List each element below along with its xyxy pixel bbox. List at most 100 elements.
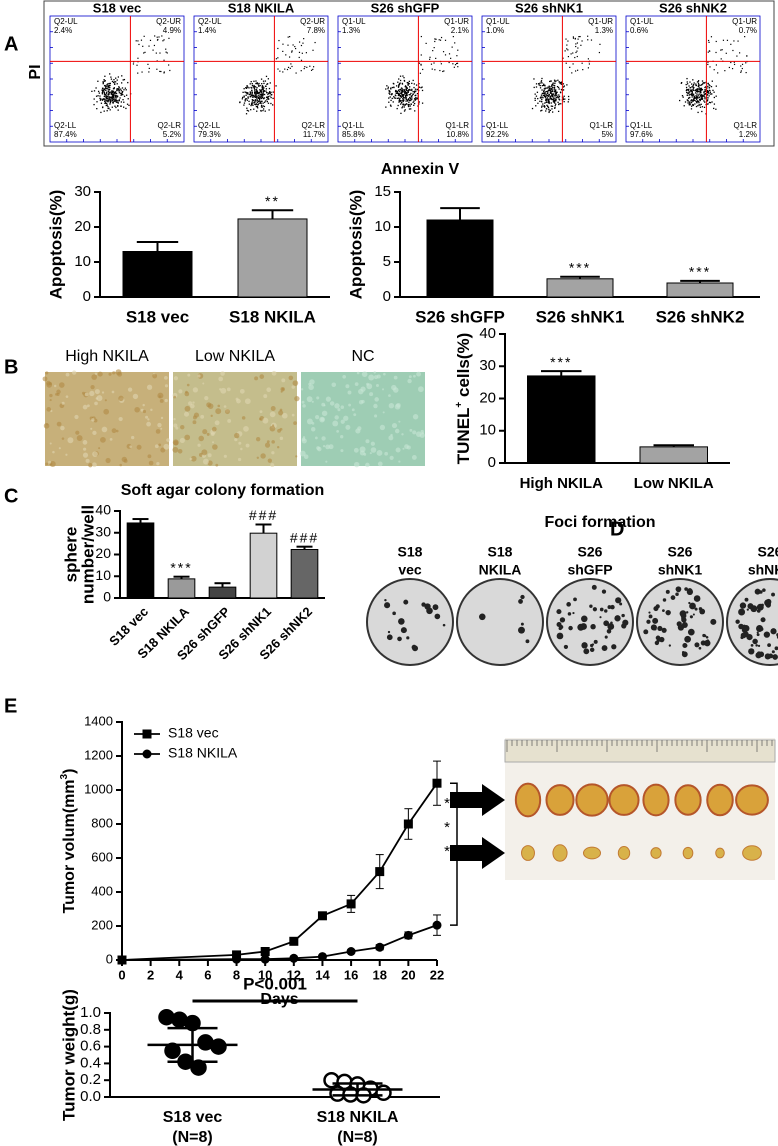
texture-dot	[46, 423, 49, 426]
flow-dot	[698, 89, 700, 91]
flow-dot	[403, 96, 405, 99]
quadrant-percent: 5%	[601, 130, 613, 139]
colony	[702, 633, 706, 638]
flow-dot	[733, 61, 735, 63]
flow-dot	[112, 99, 114, 101]
flow-dot	[262, 109, 264, 112]
flow-dot	[553, 84, 555, 87]
flow-dot	[699, 87, 701, 89]
texture-dot	[58, 447, 61, 450]
flow-dot	[707, 63, 709, 66]
flow-dot	[114, 100, 116, 102]
flow-dot	[732, 49, 734, 52]
flow-dot	[567, 55, 570, 58]
texture-dot	[259, 417, 262, 421]
flow-dot	[689, 81, 691, 83]
x-tick-label: S18 vec	[126, 307, 189, 326]
flow-dot	[548, 102, 550, 105]
legend-marker	[142, 729, 152, 739]
flow-dot	[120, 101, 123, 103]
flow-dot	[268, 87, 271, 90]
flow-dot	[563, 85, 566, 87]
flow-dot	[406, 92, 408, 94]
flow-dot	[107, 87, 109, 89]
colony	[655, 635, 661, 641]
significance: *	[444, 819, 450, 836]
flow-dot	[549, 95, 551, 97]
flow-dot	[703, 92, 705, 94]
texture-dot	[147, 418, 150, 421]
flow-dot	[250, 104, 252, 107]
flow-x-label: Annexin V	[381, 161, 460, 178]
flow-dot	[269, 91, 271, 93]
flow-dot	[547, 99, 549, 101]
texture-dot	[202, 429, 208, 435]
flow-dot	[565, 62, 567, 64]
flow-dot	[108, 99, 110, 101]
flow-dot	[277, 47, 279, 50]
flow-dot	[402, 104, 405, 106]
texture-dot	[345, 424, 351, 430]
flow-dot	[248, 93, 250, 96]
flow-dot	[295, 47, 297, 50]
flow-dot	[552, 94, 554, 96]
flow-dot	[401, 83, 404, 85]
flow-dot	[402, 103, 404, 106]
flow-dot	[580, 44, 582, 46]
texture-dot	[370, 447, 377, 453]
colony	[748, 648, 755, 655]
texture-dot	[117, 371, 123, 377]
axis-label: Tumor weight(g)	[59, 989, 78, 1121]
flow-dot	[551, 93, 553, 95]
texture-dot	[278, 410, 284, 416]
colony	[750, 643, 754, 647]
texture-dot	[148, 460, 154, 466]
texture-dot	[96, 395, 103, 402]
x-tick-label: 0	[118, 967, 125, 982]
flow-dot	[694, 97, 696, 100]
flow-dot	[562, 98, 564, 101]
colony	[581, 642, 588, 649]
flow-dot	[262, 87, 264, 90]
y-tick-label: 30	[74, 183, 91, 200]
flow-dot	[701, 96, 704, 98]
chart-title: Soft agar colony formation	[121, 482, 325, 499]
ruler	[504, 739, 776, 763]
flow-dot	[122, 79, 124, 81]
flow-dot	[574, 70, 577, 72]
texture-dot	[368, 374, 375, 381]
flow-dot	[267, 78, 270, 80]
flow-dot	[553, 79, 556, 81]
flow-dot	[148, 67, 150, 70]
flow-dot	[100, 98, 102, 100]
texture-dot	[49, 393, 53, 398]
colony	[771, 650, 775, 654]
colony	[518, 599, 523, 604]
flow-dot	[555, 80, 557, 82]
flow-dot	[562, 98, 565, 100]
flow-dot	[263, 97, 266, 99]
flow-dot	[545, 99, 547, 101]
flow-dot	[288, 56, 291, 58]
flow-dot	[300, 59, 303, 61]
texture-dot	[55, 392, 58, 396]
colony	[698, 607, 703, 611]
flow-dot	[136, 64, 138, 66]
flow-dot	[693, 98, 695, 101]
flow-dot	[259, 100, 261, 102]
flow-dot	[405, 86, 408, 88]
quadrant-percent: 92.2%	[486, 130, 509, 139]
texture-dot	[351, 408, 355, 412]
flow-dot	[263, 82, 265, 85]
flow-dot	[267, 92, 270, 94]
flow-dot	[408, 103, 410, 106]
flow-dot	[448, 53, 451, 55]
panel-letter: B	[4, 356, 18, 378]
flow-dot	[253, 102, 255, 104]
flow-dot	[556, 91, 558, 93]
flow-dot	[547, 100, 550, 102]
flow-dot	[715, 85, 717, 87]
colony	[661, 627, 667, 633]
flow-dot	[715, 40, 717, 43]
texture-dot	[186, 383, 190, 387]
